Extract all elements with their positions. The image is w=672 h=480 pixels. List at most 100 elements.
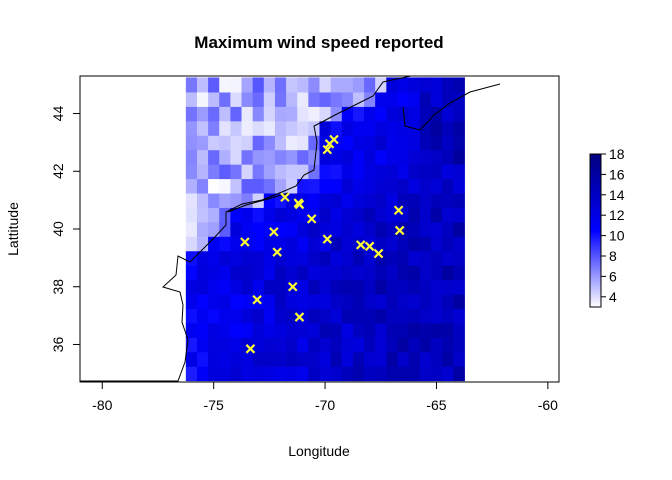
heatmap-cell xyxy=(241,265,254,281)
heatmap-cell xyxy=(241,120,254,136)
heatmap-cell xyxy=(252,250,265,266)
heatmap-cell xyxy=(330,164,343,180)
y-tick-label: 36 xyxy=(50,336,66,352)
heatmap-cell xyxy=(330,236,343,252)
heatmap-cell xyxy=(286,236,298,252)
heatmap-cell xyxy=(274,149,287,165)
station-markers xyxy=(240,134,405,354)
heatmap-cell xyxy=(364,91,376,107)
heatmap-cell xyxy=(408,236,421,252)
heatmap-cell xyxy=(386,192,399,208)
colorbar-tick-label: 8 xyxy=(609,248,617,264)
station-marker xyxy=(294,199,305,210)
heatmap-cell xyxy=(453,351,465,367)
heatmap-cell xyxy=(364,351,376,367)
colorbar-tick-label: 6 xyxy=(609,268,617,284)
heatmap-cell xyxy=(375,106,387,122)
heatmap-cell xyxy=(230,236,243,252)
heatmap-cell xyxy=(419,192,432,208)
heatmap-cell xyxy=(286,322,298,338)
heatmap-cell xyxy=(230,250,243,266)
heatmap-cell xyxy=(408,322,421,338)
colorbar-tick-label: 18 xyxy=(609,146,625,162)
heatmap-cell xyxy=(419,293,432,309)
heatmap-cell xyxy=(375,207,387,223)
heatmap-cell xyxy=(185,91,198,107)
heatmap-cell xyxy=(297,164,309,180)
heatmap-cell xyxy=(196,322,209,338)
heatmap-cell xyxy=(274,265,287,281)
heatmap-cell xyxy=(308,91,321,107)
heatmap-cell xyxy=(219,77,231,93)
heatmap-cell xyxy=(330,120,343,136)
heatmap-cell xyxy=(364,279,376,295)
heatmap-cell xyxy=(219,207,231,223)
heatmap-cell xyxy=(375,250,387,266)
heatmap-cell xyxy=(185,120,198,136)
heatmap-cell xyxy=(364,164,376,180)
coastline-path xyxy=(80,76,517,382)
heatmap-cell xyxy=(319,279,332,295)
heatmap-cell xyxy=(375,308,387,324)
heatmap-cell xyxy=(274,308,287,324)
heatmap-cell xyxy=(419,322,432,338)
heatmap-cell xyxy=(241,279,254,295)
heatmap-cell xyxy=(297,236,309,252)
heatmap-cell xyxy=(286,91,298,107)
heatmap-cell xyxy=(208,120,220,136)
heatmap-cell xyxy=(286,135,298,151)
heatmap-cell xyxy=(397,77,410,93)
heatmap-cell xyxy=(263,164,276,180)
heatmap-cell xyxy=(375,135,387,151)
heatmap-cell xyxy=(397,351,410,367)
station-marker xyxy=(355,240,366,250)
heatmap-cell xyxy=(208,366,220,382)
heatmap-cell xyxy=(241,135,254,151)
heatmap-cell xyxy=(319,149,332,165)
heatmap-cell xyxy=(453,265,465,281)
heatmap-cell xyxy=(263,265,276,281)
heatmap-cell xyxy=(241,164,254,180)
heatmap-cell xyxy=(286,77,298,93)
colorbar-tick-label: 16 xyxy=(609,166,625,182)
heatmap-cell xyxy=(375,279,387,295)
heatmap-cell xyxy=(330,351,343,367)
station-marker xyxy=(252,294,262,305)
heatmap-cell xyxy=(341,106,354,122)
heatmap-cell xyxy=(408,279,421,295)
heatmap-cell xyxy=(453,236,465,252)
y-tick-label: 38 xyxy=(50,279,66,295)
heatmap-cell xyxy=(308,106,321,122)
heatmap-cell xyxy=(286,149,298,165)
heatmap-cell xyxy=(352,106,365,122)
heatmap-cell xyxy=(230,366,243,382)
y-axis: 36 38 40 42 44 xyxy=(50,106,80,352)
station-marker xyxy=(245,344,256,354)
heatmap-cell xyxy=(241,308,254,324)
x-tick-label: -80 xyxy=(92,397,112,413)
heatmap-cell xyxy=(252,120,265,136)
station-marker xyxy=(364,241,375,252)
heatmap-cell xyxy=(297,279,309,295)
heatmap-cell xyxy=(419,279,432,295)
heatmap-cell xyxy=(185,77,198,93)
heatmap-cell xyxy=(308,236,321,252)
heatmap-cell xyxy=(375,178,387,194)
heatmap-cell xyxy=(430,236,443,252)
heatmap-cell xyxy=(442,293,454,309)
heatmap-cell xyxy=(252,351,265,367)
x-tick-label: -75 xyxy=(204,397,224,413)
heatmap-cell xyxy=(263,120,276,136)
heatmap-cell xyxy=(386,221,399,237)
heatmap-cell xyxy=(308,178,321,194)
heatmap-cell xyxy=(230,337,243,353)
station-marker xyxy=(240,237,250,247)
heatmap-cell xyxy=(196,279,209,295)
heatmap-cell xyxy=(364,337,376,353)
heatmap-cell xyxy=(364,77,376,93)
heatmap-cell xyxy=(430,178,443,194)
colorbar-tick-label: 14 xyxy=(609,187,625,203)
heatmap-cell xyxy=(252,236,265,252)
station-marker xyxy=(373,248,384,259)
heatmap-cell xyxy=(419,91,432,107)
